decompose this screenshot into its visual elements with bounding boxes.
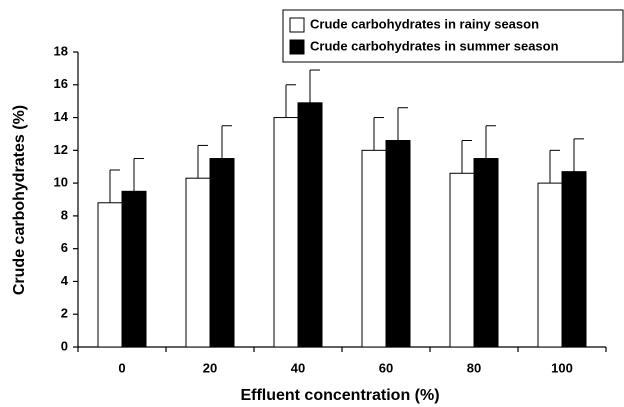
y-tick-label: 16 (54, 76, 68, 91)
x-tick-label: 80 (467, 360, 481, 375)
bar (385, 140, 411, 348)
bar (297, 102, 323, 348)
bar (537, 182, 563, 348)
bar (473, 158, 499, 348)
x-axis-label: Effluent concentration (%) (240, 387, 439, 404)
bar (361, 149, 387, 348)
bar (449, 172, 475, 348)
bar (273, 117, 299, 348)
y-tick-label: 0 (61, 338, 68, 353)
x-tick-label: 0 (118, 360, 125, 375)
legend-label: Crude carbohydrates in rainy season (310, 16, 539, 31)
bar (97, 202, 123, 348)
legend-label: Crude carbohydrates in summer season (310, 38, 559, 53)
bar (121, 190, 147, 348)
x-tick-label: 60 (379, 360, 393, 375)
bar (209, 158, 235, 348)
legend-box (282, 9, 624, 63)
y-tick-label: 12 (54, 142, 68, 157)
bar (185, 177, 211, 348)
x-tick-label: 100 (551, 360, 573, 375)
legend-swatch (289, 17, 305, 33)
bar (561, 171, 587, 348)
y-tick-label: 14 (54, 109, 69, 124)
y-tick-label: 4 (61, 273, 69, 288)
y-tick-label: 6 (61, 240, 68, 255)
y-tick-label: 8 (61, 207, 68, 222)
x-tick-label: 40 (291, 360, 305, 375)
y-tick-label: 2 (61, 306, 68, 321)
y-tick-label: 10 (54, 175, 68, 190)
y-axis-label: Crude carbohydrates (%) (11, 105, 28, 295)
y-tick-label: 18 (54, 43, 68, 58)
legend-swatch (289, 39, 305, 55)
x-tick-label: 20 (203, 360, 217, 375)
